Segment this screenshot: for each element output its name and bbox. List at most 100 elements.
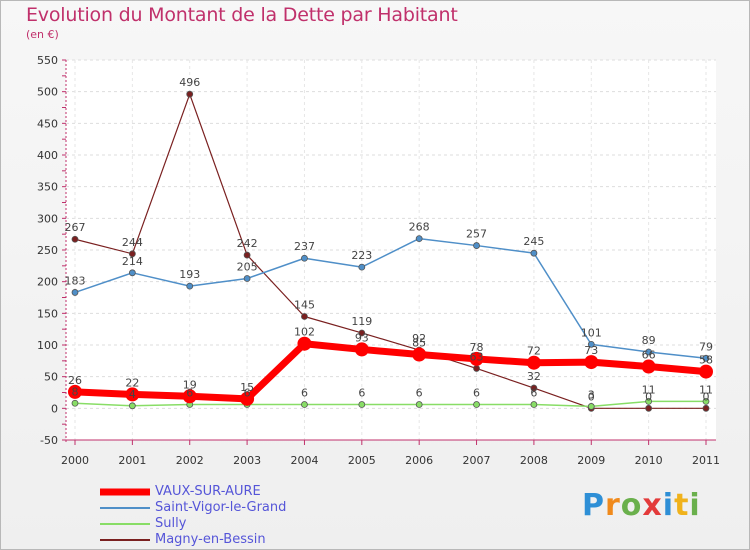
data-label: 92	[412, 332, 426, 345]
legend-item: Magny-en-Bessin	[100, 532, 360, 548]
data-label: 8	[72, 385, 79, 398]
data-label: 89	[642, 334, 656, 347]
data-point	[415, 235, 423, 243]
y-tick-label: 200	[37, 276, 58, 289]
data-label: 6	[416, 387, 423, 400]
legend-label: VAUX-SUR-AURE	[155, 484, 261, 499]
data-point	[71, 289, 79, 296]
chart-subtitle: (en €)	[26, 28, 59, 41]
logo-letter: o	[620, 488, 643, 523]
data-point	[530, 249, 538, 257]
data-label: 6	[473, 387, 480, 400]
data-label: 193	[179, 268, 200, 281]
data-point	[128, 250, 136, 258]
data-point	[71, 235, 79, 243]
data-point	[71, 399, 79, 407]
legend-label: Saint-Vigor-le-Grand	[155, 500, 287, 515]
data-label: 4	[129, 388, 136, 401]
data-label: 496	[179, 76, 200, 89]
data-point	[526, 355, 541, 370]
data-point	[358, 329, 366, 337]
data-label: 79	[699, 340, 713, 353]
data-label: 78	[470, 341, 484, 354]
data-point	[702, 404, 710, 412]
axes: -500501001502002503003504004505005502000…	[37, 54, 720, 467]
y-tick-label: 150	[37, 307, 58, 320]
data-label: 119	[351, 315, 372, 328]
data-label: 6	[186, 387, 193, 400]
logo-letter: x	[642, 488, 663, 523]
data-point	[473, 242, 480, 249]
data-label: 257	[466, 228, 487, 241]
legend-item: VAUX-SUR-AURE	[100, 484, 360, 500]
x-tick-label: 2007	[463, 454, 491, 467]
legend: VAUX-SUR-AURE Saint-Vigor-le-Grand Sully Ma…	[100, 484, 360, 548]
x-tick-label: 2002	[176, 454, 204, 467]
data-label: 242	[237, 237, 258, 250]
x-tick-label: 2011	[692, 454, 720, 467]
data-label: 6	[358, 387, 365, 400]
data-label: 3	[588, 388, 595, 401]
chart-title: Evolution du Montant de la Dette par Hab…	[26, 4, 458, 26]
data-point	[645, 348, 653, 356]
x-tick-label: 2004	[290, 454, 318, 467]
data-label: 66	[642, 349, 656, 362]
data-point	[645, 404, 653, 412]
y-tick-label: -50	[40, 434, 58, 447]
y-tick-label: 300	[37, 212, 58, 225]
data-point	[584, 355, 599, 370]
data-point	[354, 342, 369, 357]
x-tick-label: 2000	[61, 454, 89, 467]
data-point	[301, 254, 308, 262]
data-label: 245	[523, 235, 544, 248]
x-tick-label: 2003	[233, 454, 261, 467]
data-point	[68, 384, 82, 399]
data-point	[702, 397, 710, 405]
legend-label: Magny-en-Bessin	[155, 532, 266, 547]
data-label: 15	[240, 381, 254, 394]
data-point	[473, 401, 480, 408]
data-label: 267	[65, 221, 86, 234]
data-point	[530, 401, 538, 408]
data-label: 73	[584, 344, 598, 357]
data-point	[128, 269, 136, 277]
data-point	[587, 403, 595, 410]
x-tick-label: 2005	[348, 454, 376, 467]
legend-item: Saint-Vigor-le-Grand	[100, 500, 360, 516]
data-point	[240, 391, 255, 406]
data-label: 205	[237, 261, 258, 274]
data-point	[469, 351, 484, 366]
data-label: 268	[409, 221, 430, 234]
logo-letter: P	[582, 488, 605, 523]
data-label: 223	[351, 249, 372, 262]
data-label: 72	[527, 345, 541, 358]
data-point	[645, 397, 653, 405]
data-label: 6	[301, 387, 308, 400]
series-line-0	[71, 340, 710, 403]
data-point	[243, 275, 251, 282]
data-label: 93	[355, 331, 369, 344]
y-tick-label: 500	[37, 86, 58, 99]
data-point	[641, 359, 656, 374]
data-point	[702, 354, 710, 362]
data-label: 0	[645, 390, 652, 403]
legend-swatch	[100, 488, 150, 496]
data-label: 11	[642, 383, 656, 396]
series-line-1	[74, 237, 707, 360]
series-group	[68, 90, 713, 412]
data-label: 101	[581, 326, 602, 339]
logo-letter: i	[662, 488, 675, 523]
x-tick-label: 2009	[577, 454, 605, 467]
y-tick-label: 350	[37, 181, 58, 194]
data-point	[301, 313, 308, 320]
logo-letter: t	[674, 488, 690, 523]
data-point	[530, 384, 538, 392]
data-point	[186, 90, 194, 98]
data-point	[699, 364, 713, 379]
data-label: 6	[530, 387, 537, 400]
y-tick-label: 550	[37, 54, 58, 67]
data-point	[182, 389, 197, 404]
data-label: 102	[294, 326, 315, 339]
